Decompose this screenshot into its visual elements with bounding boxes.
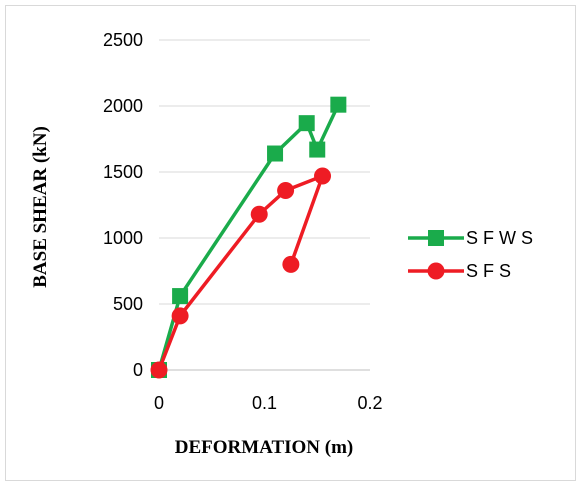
data-point <box>171 307 189 325</box>
x-tick-label: 0.2 <box>357 393 382 413</box>
x-tick-label: 0 <box>154 393 164 413</box>
y-tick-labels: 0 500 1000 1500 2000 2500 <box>103 30 143 380</box>
x-tick-label: 0.1 <box>252 393 277 413</box>
legend-entry: S F S <box>408 261 511 281</box>
y-tick-label: 0 <box>133 360 143 380</box>
y-tick-label: 2500 <box>103 30 143 50</box>
legend-marker <box>428 230 444 246</box>
x-tick-labels: 0 0.1 0.2 <box>154 393 383 413</box>
data-point <box>282 255 300 273</box>
line-chart: 0 500 1000 1500 2000 2500 0 0.1 0.2 DEFORMATION… <box>30 30 533 458</box>
y-tick-label: 1000 <box>103 228 143 248</box>
data-point <box>267 145 284 162</box>
legend: S F W S S F S <box>408 228 533 281</box>
data-point <box>298 115 315 132</box>
y-axis-title: BASE SHEAR (kN) <box>30 126 51 288</box>
series-line <box>157 174 325 371</box>
x-axis-title: DEFORMATION (m) <box>175 437 354 458</box>
data-point <box>277 181 295 199</box>
y-tick-label: 1500 <box>103 162 143 182</box>
legend-entry: S F W S <box>408 228 533 248</box>
grid-lines <box>159 39 370 371</box>
data-point <box>314 167 332 185</box>
data-point <box>250 205 268 223</box>
series-2 <box>150 167 332 379</box>
y-tick-label: 2000 <box>103 96 143 116</box>
chart-frame: 0 500 1000 1500 2000 2500 0 0.1 0.2 DEFORMATION… <box>5 5 576 481</box>
y-tick-label: 500 <box>113 294 143 314</box>
data-point <box>150 361 168 379</box>
data-point <box>309 141 326 158</box>
legend-label: S F S <box>466 261 511 281</box>
series-1 <box>151 96 347 378</box>
series-layer <box>150 96 347 379</box>
data-point <box>172 288 189 305</box>
data-point <box>330 96 347 113</box>
legend-marker <box>427 262 445 280</box>
legend-label: S F W S <box>466 228 533 248</box>
